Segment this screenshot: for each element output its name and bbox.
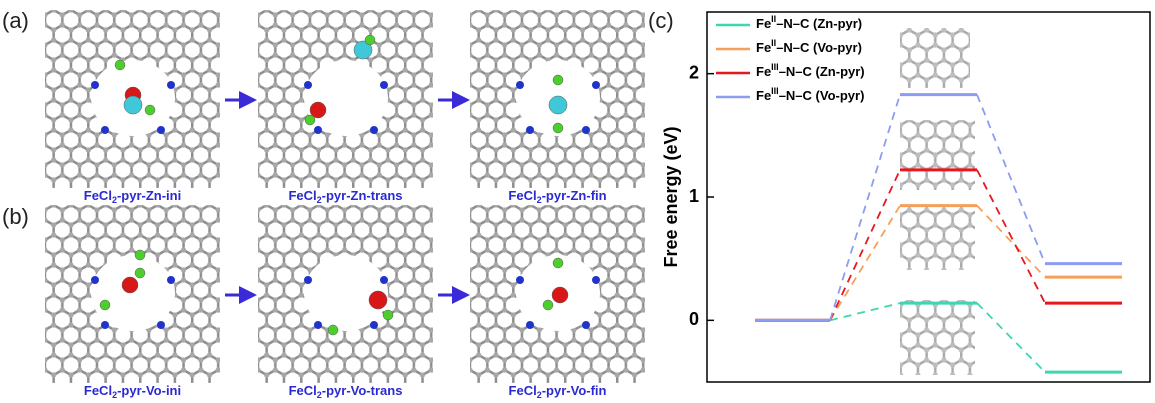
atom — [553, 123, 563, 133]
atom — [122, 277, 138, 293]
pore — [304, 60, 388, 136]
structure — [45, 205, 220, 383]
n-atom — [582, 321, 590, 329]
atom — [369, 291, 387, 309]
caption: FeCl2-pyr-Vo-trans — [289, 383, 403, 398]
n-atom — [516, 81, 524, 89]
n-atom — [526, 321, 534, 329]
connector — [977, 206, 1045, 278]
atom — [145, 105, 155, 115]
legend-label: FeIII–N–C (Zn-pyr) — [756, 62, 865, 79]
legend-label: FeII–N–C (Zn-pyr) — [756, 14, 862, 31]
atom — [135, 268, 145, 278]
y-tick-label: 0 — [689, 309, 699, 329]
y-tick-label: 2 — [689, 62, 699, 82]
atom — [552, 287, 568, 303]
atom — [305, 115, 315, 125]
caption: FeCl2-pyr-Zn-trans — [288, 188, 402, 205]
n-atom — [516, 276, 524, 284]
panel-label: (c) — [648, 8, 674, 33]
atom — [549, 96, 567, 114]
n-atom — [370, 321, 378, 329]
n-atom — [304, 81, 312, 89]
atom — [365, 35, 375, 45]
n-atom — [167, 276, 175, 284]
n-atom — [592, 81, 600, 89]
n-atom — [370, 126, 378, 134]
n-atom — [101, 126, 109, 134]
atom — [383, 310, 393, 320]
n-atom — [157, 321, 165, 329]
y-tick-label: 1 — [689, 186, 699, 206]
n-atom — [380, 81, 388, 89]
inset — [900, 300, 975, 375]
atom — [124, 96, 142, 114]
n-atom — [91, 276, 99, 284]
structure — [258, 205, 433, 383]
caption: FeCl2-pyr-Vo-ini — [84, 383, 181, 398]
legend-label: FeII–N–C (Vo-pyr) — [756, 38, 862, 55]
y-axis-label: Free energy (eV) — [661, 126, 681, 267]
n-atom — [526, 126, 534, 134]
atom — [328, 325, 338, 335]
panel-label: (a) — [2, 8, 29, 33]
connector — [977, 303, 1045, 372]
n-atom — [582, 126, 590, 134]
inset — [900, 120, 975, 190]
connector — [830, 303, 900, 320]
figure: FeCl2-pyr-Zn-ini FeCl2-pyr-Zn-trans FeCl2-… — [0, 0, 1155, 398]
atom — [100, 300, 110, 310]
caption: FeCl2-pyr-Zn-ini — [84, 188, 181, 205]
inset — [900, 205, 975, 270]
structure — [258, 10, 433, 188]
atom — [553, 75, 563, 85]
connector — [977, 170, 1045, 303]
caption: FeCl2-pyr-Zn-fin — [508, 188, 606, 205]
structure — [470, 205, 645, 383]
structure — [470, 10, 645, 188]
pore — [91, 255, 175, 331]
n-atom — [167, 81, 175, 89]
inset — [900, 28, 970, 88]
connector — [830, 170, 900, 320]
atom — [553, 258, 563, 268]
n-atom — [304, 276, 312, 284]
caption: FeCl2-pyr-Vo-fin — [509, 383, 607, 398]
n-atom — [314, 126, 322, 134]
panel-label: (b) — [2, 204, 29, 229]
n-atom — [101, 321, 109, 329]
legend-label: FeIII–N–C (Vo-pyr) — [756, 86, 864, 103]
n-atom — [380, 276, 388, 284]
n-atom — [91, 81, 99, 89]
n-atom — [157, 126, 165, 134]
structure — [45, 10, 220, 188]
atom — [135, 250, 145, 260]
atom — [115, 60, 125, 70]
n-atom — [592, 276, 600, 284]
connector — [830, 95, 900, 321]
n-atom — [314, 321, 322, 329]
connector — [830, 206, 900, 321]
atom — [543, 300, 553, 310]
